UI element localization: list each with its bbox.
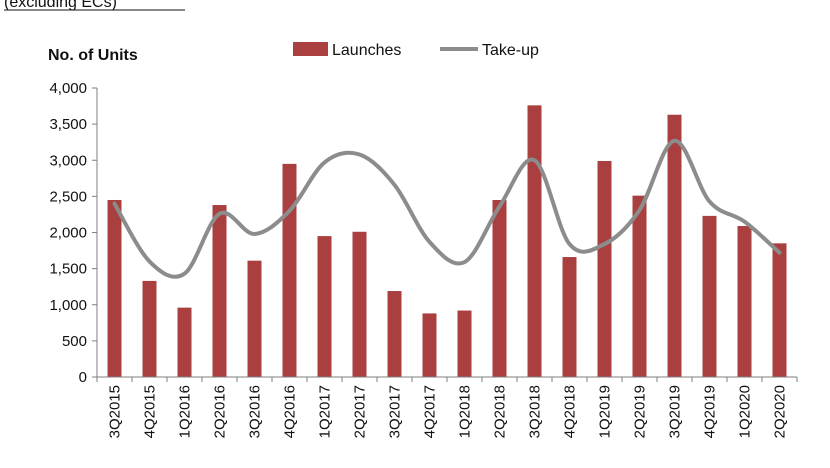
point-take-up <box>359 153 360 155</box>
y-axis: 4,000 3,500 3,000 2,500 2,000 1,500 1,000 500 0 <box>49 80 98 386</box>
point-take-up <box>114 203 115 205</box>
y-tick-label: 4,000 <box>49 80 87 97</box>
bar-launches <box>562 257 577 377</box>
bar-launches <box>107 199 122 377</box>
point-take-up <box>149 260 150 262</box>
x-tick-label: 2Q2019 <box>632 385 649 438</box>
bar-launches <box>212 205 227 377</box>
x-tick-label: 1Q2017 <box>317 385 334 438</box>
point-take-up <box>464 261 465 263</box>
x-tick-label: 4Q2017 <box>422 385 439 438</box>
bar-launches <box>352 231 367 377</box>
point-take-up <box>219 213 220 215</box>
x-tick-label: 3Q2019 <box>667 385 684 438</box>
y-tick-label: 3,000 <box>49 152 87 169</box>
bars-launches <box>107 105 787 378</box>
point-take-up <box>324 161 325 163</box>
bar-launches <box>387 291 402 377</box>
bar-launches <box>772 243 787 377</box>
point-take-up <box>639 209 640 211</box>
x-tick-label: 1Q2016 <box>177 385 194 438</box>
legend-label-launches: Launches <box>332 42 401 59</box>
legend-swatch-launches <box>293 42 328 56</box>
y-tick-label: 3,500 <box>49 116 87 133</box>
x-axis: 3Q2015 4Q2015 1Q2016 2Q2016 3Q2016 4Q2016 1Q20… <box>96 376 798 438</box>
x-tick-label: 2Q2017 <box>352 385 369 438</box>
point-take-up <box>779 252 780 254</box>
point-take-up <box>499 205 500 207</box>
point-take-up <box>254 233 255 235</box>
x-tick-label: 2Q2016 <box>212 385 229 438</box>
y-tick-label: 1,500 <box>49 261 87 278</box>
point-take-up <box>709 200 710 202</box>
point-take-up <box>394 184 395 186</box>
line-take-up <box>112 138 782 279</box>
y-axis-label: No. of Units <box>48 47 138 64</box>
bar-launches <box>282 163 297 377</box>
point-take-up <box>429 241 430 243</box>
x-tick-label: 3Q2015 <box>107 385 124 438</box>
legend: Launches Take-up <box>293 42 539 59</box>
x-tick-label: 3Q2017 <box>387 385 404 438</box>
point-take-up <box>744 221 745 223</box>
x-tick-label: 1Q2019 <box>597 385 614 438</box>
bar-launches <box>667 114 682 378</box>
bar-launches <box>457 310 472 377</box>
bar-launches <box>247 260 262 377</box>
bar-launches <box>142 280 157 377</box>
bar-launches <box>702 215 717 377</box>
x-tick-label: 3Q2016 <box>247 385 264 438</box>
x-tick-label: 1Q2018 <box>457 385 474 438</box>
point-take-up <box>674 140 675 142</box>
x-tick-label: 4Q2016 <box>282 385 299 438</box>
bar-launches <box>317 236 332 377</box>
point-take-up <box>534 159 535 161</box>
point-take-up <box>184 273 185 275</box>
bar-launches <box>527 105 542 377</box>
x-tick-label: 1Q2020 <box>737 385 754 438</box>
x-tick-label: 2Q2020 <box>772 385 789 438</box>
x-tick-label: 4Q2019 <box>702 385 719 438</box>
point-take-up <box>289 210 290 212</box>
y-tick-label: 1,000 <box>49 297 87 314</box>
y-tick-label: 2,500 <box>49 188 87 205</box>
point-take-up <box>569 243 570 245</box>
bar-launches <box>632 195 647 377</box>
bar-launches <box>422 313 437 377</box>
x-tick-label: 4Q2015 <box>142 385 159 438</box>
y-tick-label: 2,000 <box>49 225 87 242</box>
bar-launches <box>737 225 752 377</box>
x-tick-label: 2Q2018 <box>492 385 509 438</box>
y-tick-label: 0 <box>79 369 87 386</box>
y-tick-label: 500 <box>62 333 87 350</box>
legend-label-take-up: Take-up <box>482 42 539 59</box>
bar-launches <box>177 307 192 377</box>
x-tick-label: 4Q2018 <box>562 385 579 438</box>
x-tick-label: 3Q2018 <box>527 385 544 438</box>
point-take-up <box>604 243 605 245</box>
chart-title-fragment: (excluding ECs) <box>4 0 117 11</box>
bar-launches <box>492 199 507 377</box>
series-line-take-up <box>112 138 782 279</box>
bar-launches <box>597 160 612 377</box>
